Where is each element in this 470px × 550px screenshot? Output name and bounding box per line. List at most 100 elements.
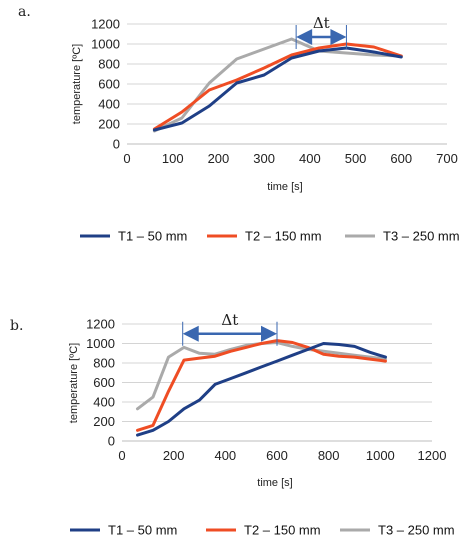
x-tick-label: 400: [214, 448, 236, 463]
data-point: [260, 366, 263, 368]
data-point: [198, 357, 201, 359]
data-point: [276, 360, 278, 362]
data-point: [263, 74, 265, 76]
y-tick-label: 400: [98, 97, 120, 112]
data-point: [318, 50, 320, 52]
annotation-label: Δt: [221, 311, 238, 329]
data-point: [167, 356, 170, 358]
data-point: [136, 429, 139, 432]
data-point: [322, 350, 325, 353]
panel-label: b.: [10, 318, 23, 334]
x-tick-label: 500: [345, 151, 367, 166]
data-point: [290, 54, 293, 56]
data-point: [353, 345, 356, 348]
legend-label: T2 – 150 mm: [245, 229, 322, 244]
data-point: [181, 117, 183, 119]
y-tick-label: 0: [108, 434, 115, 449]
x-tick-label: 600: [266, 448, 288, 463]
data-point: [229, 350, 232, 353]
x-tick-label: 800: [318, 448, 340, 463]
chart-panel-0: a. 0 200 400 600 800 1000 1200 0 100 200 300 400 500 6…: [18, 4, 460, 244]
data-point: [338, 352, 340, 355]
x-tick-label: 600: [390, 151, 412, 166]
arrowhead-left: [296, 29, 313, 45]
data-point: [167, 420, 170, 423]
data-point: [291, 354, 294, 357]
y-tick-label: 1200: [86, 317, 115, 332]
data-point: [136, 434, 139, 436]
data-point: [345, 52, 348, 54]
x-tick-label: 200: [163, 448, 185, 463]
data-point: [338, 355, 340, 357]
y-tick-label: 1000: [86, 336, 115, 351]
data-point: [152, 429, 154, 432]
x-tick-label: 1000: [366, 448, 395, 463]
legend-label: T1 – 50 mm: [108, 523, 177, 538]
x-tick-label: 100: [162, 151, 184, 166]
series-line-2: [152, 42, 403, 131]
data-point: [181, 111, 183, 113]
arrowhead-right: [330, 29, 347, 45]
y-axis-title: temperature [ºC]: [68, 343, 80, 423]
data-point: [214, 355, 216, 357]
y-tick-label: 1000: [91, 37, 120, 52]
data-point: [214, 383, 216, 386]
arrowhead-right: [261, 325, 277, 342]
data-point: [245, 371, 247, 374]
y-tick-label: 200: [93, 414, 115, 429]
data-point: [198, 352, 201, 355]
legend-label: T1 – 50 mm: [118, 229, 187, 244]
data-point: [183, 359, 185, 361]
data-point: [400, 56, 403, 58]
data-point: [235, 58, 238, 60]
data-point: [136, 408, 139, 410]
series-line-1: [152, 46, 403, 132]
data-point: [373, 51, 375, 53]
data-point: [152, 396, 154, 398]
panel-label: a.: [18, 4, 31, 20]
data-point: [384, 356, 387, 358]
data-point: [291, 345, 294, 348]
x-tick-label: 0: [118, 448, 125, 463]
data-point: [235, 82, 238, 84]
y-tick-label: 600: [93, 375, 115, 390]
data-point: [369, 351, 371, 354]
data-point: [152, 424, 154, 427]
data-point: [263, 48, 265, 50]
data-point: [181, 122, 183, 124]
data-point: [153, 129, 156, 131]
data-point: [245, 346, 247, 349]
annotation-label: Δt: [313, 14, 330, 32]
x-tick-label: 1200: [418, 448, 447, 463]
data-point: [260, 342, 263, 345]
y-axis-title: temperature [ºC]: [71, 44, 83, 124]
data-point: [373, 46, 375, 48]
data-point: [369, 358, 371, 360]
data-point: [183, 408, 185, 410]
data-point: [322, 353, 325, 356]
x-tick-label: 700: [436, 151, 458, 166]
y-tick-label: 400: [93, 395, 115, 410]
delta-t-annotation: Δt: [182, 311, 278, 346]
legend-label: T3 – 250 mm: [378, 523, 455, 538]
data-point: [183, 346, 185, 349]
data-point: [208, 89, 211, 91]
x-tick-label: 0: [123, 151, 130, 166]
delta-t-annotation: Δt: [295, 14, 347, 49]
data-point: [373, 54, 375, 56]
arrowhead-left: [182, 325, 199, 342]
data-point: [208, 105, 211, 107]
legend-label: T3 – 250 mm: [383, 229, 460, 244]
y-tick-label: 0: [113, 137, 120, 152]
data-point: [290, 57, 293, 59]
x-tick-label: 200: [208, 151, 230, 166]
y-tick-label: 600: [98, 77, 120, 92]
data-point: [318, 47, 320, 49]
data-point: [291, 341, 294, 344]
data-point: [167, 390, 170, 393]
data-point: [322, 342, 325, 345]
x-axis-title: time [s]: [267, 181, 302, 193]
chart-panel-1: b. 0 200 400 600 800 1000 1200 0 200 400 600 800 1000…: [10, 311, 455, 538]
data-point: [353, 356, 356, 358]
data-point: [384, 360, 387, 362]
